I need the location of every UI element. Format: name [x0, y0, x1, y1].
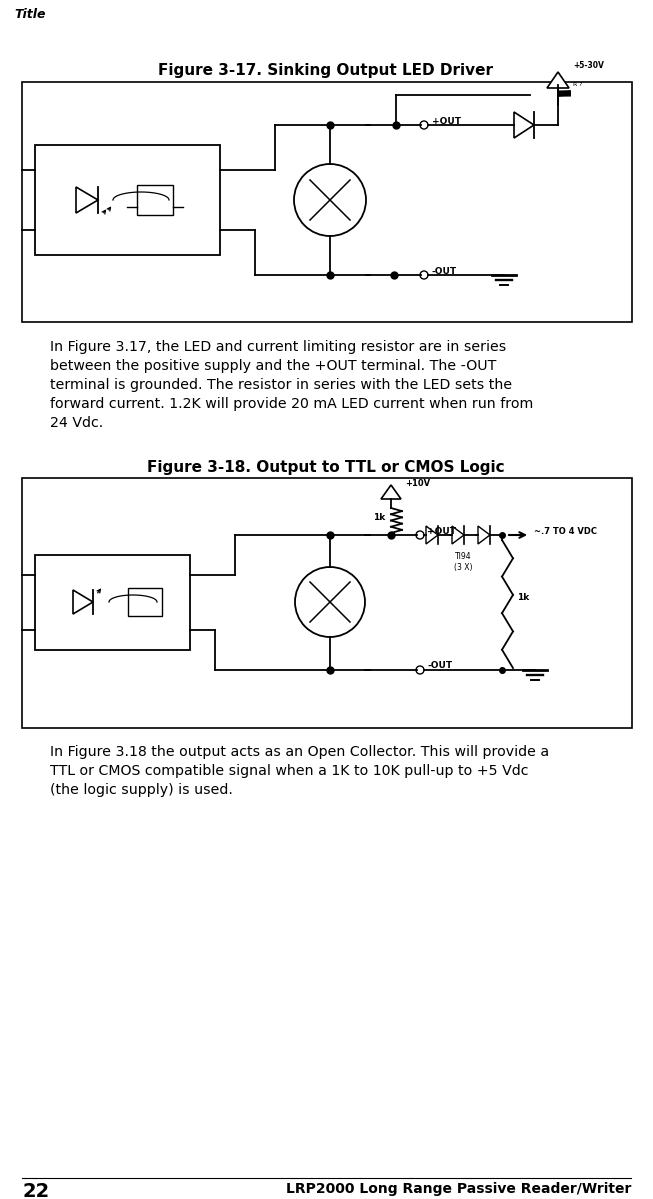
Bar — [22, 82, 632, 323]
Text: +OUT: +OUT — [432, 116, 461, 126]
Circle shape — [420, 121, 428, 129]
Text: TI94
(3 X): TI94 (3 X) — [454, 553, 472, 572]
Text: LRP2000 Long Range Passive Reader/Writer: LRP2000 Long Range Passive Reader/Writer — [285, 1182, 631, 1195]
Text: Figure 3-17. Sinking Output LED Driver: Figure 3-17. Sinking Output LED Driver — [159, 64, 494, 78]
Polygon shape — [452, 526, 464, 544]
Polygon shape — [478, 526, 490, 544]
Bar — [22, 478, 632, 728]
Text: 24 Vdc.: 24 Vdc. — [50, 416, 103, 430]
Text: ~.7 TO 4 VDC: ~.7 TO 4 VDC — [534, 526, 597, 536]
Text: 22: 22 — [22, 1182, 49, 1199]
Text: -OUT: -OUT — [427, 662, 452, 670]
Bar — [35, 555, 190, 650]
Text: forward current. 1.2K will provide 20 mA LED current when run from: forward current. 1.2K will provide 20 mA… — [50, 397, 534, 411]
Polygon shape — [73, 590, 93, 614]
Text: TTL or CMOS compatible signal when a 1K to 10K pull-up to +5 Vdc: TTL or CMOS compatible signal when a 1K … — [50, 764, 528, 778]
Text: 1k: 1k — [517, 594, 529, 603]
Circle shape — [420, 271, 428, 279]
Text: In Figure 3.18 the output acts as an Open Collector. This will provide a: In Figure 3.18 the output acts as an Ope… — [50, 745, 549, 759]
Text: In Figure 3.17, the LED and current limiting resistor are in series: In Figure 3.17, the LED and current limi… — [50, 341, 506, 354]
Polygon shape — [426, 526, 438, 544]
Polygon shape — [76, 187, 98, 213]
Polygon shape — [514, 112, 534, 138]
Bar — [35, 145, 220, 255]
Text: +OUT: +OUT — [427, 526, 456, 536]
Circle shape — [294, 164, 366, 236]
Text: +10V: +10V — [405, 480, 430, 488]
Text: Title: Title — [14, 8, 46, 22]
Text: -OUT: -OUT — [432, 266, 457, 276]
Circle shape — [416, 531, 424, 540]
Text: Figure 3-18. Output to TTL or CMOS Logic: Figure 3-18. Output to TTL or CMOS Logic — [147, 460, 505, 475]
Bar — [128, 588, 162, 616]
Text: terminal is grounded. The resistor in series with the LED sets the: terminal is grounded. The resistor in se… — [50, 378, 512, 392]
Text: between the positive supply and the +OUT terminal. The -OUT: between the positive supply and the +OUT… — [50, 359, 496, 373]
Polygon shape — [547, 72, 569, 88]
Circle shape — [416, 665, 424, 674]
Polygon shape — [381, 486, 401, 499]
Text: 1k: 1k — [373, 513, 385, 522]
Bar — [137, 185, 173, 215]
Text: +5-30V: +5-30V — [573, 61, 604, 71]
Text: (the logic supply) is used.: (the logic supply) is used. — [50, 783, 233, 797]
Circle shape — [295, 567, 365, 637]
Text: R ?: R ? — [573, 82, 582, 88]
